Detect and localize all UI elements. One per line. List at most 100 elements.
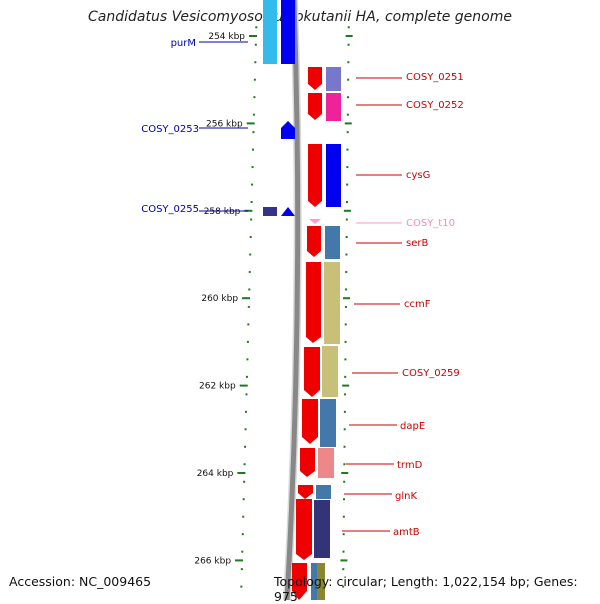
cosy0252-gene[interactable] <box>308 93 322 120</box>
ruler-dot <box>253 96 256 99</box>
cosy0251-label[interactable]: COSY_0251 <box>406 72 464 83</box>
ruler-dot <box>249 253 252 256</box>
purM-label[interactable]: purM <box>171 38 196 49</box>
glnK-gene[interactable] <box>298 485 313 499</box>
cosy0255-gene[interactable] <box>281 207 295 216</box>
ruler-dot <box>244 445 247 448</box>
ruler-dot <box>251 183 254 186</box>
ruler-dot <box>243 480 246 483</box>
ruler-dot <box>248 288 251 291</box>
cosy0252-label[interactable]: COSY_0252 <box>406 100 464 111</box>
ruler-dot <box>248 270 251 273</box>
ruler-dot <box>342 550 345 553</box>
ruler-dot <box>347 96 350 99</box>
ruler-dot <box>246 340 249 343</box>
right-labels: COSY_0251 COSY_0252 cysG COSY_t10 serB c… <box>342 72 464 538</box>
ruler-dot <box>253 78 256 81</box>
category-track <box>311 67 341 600</box>
cosy0251-gene[interactable] <box>308 67 322 90</box>
next-gene[interactable] <box>292 563 307 600</box>
genome-title: Candidatus Vesicomyosocius okutanii HA, … <box>88 9 512 25</box>
axis-tick-label: 258 kbp <box>204 207 241 217</box>
cysG-gene[interactable] <box>308 144 322 207</box>
ruler-dot <box>252 113 255 116</box>
cosy0252-category[interactable] <box>326 93 341 121</box>
ruler-dot <box>241 550 244 553</box>
cosy0259-gene[interactable] <box>304 347 320 397</box>
glnK-label[interactable]: glnK <box>395 491 417 502</box>
ruler-dot <box>342 515 345 518</box>
serB-label[interactable]: serB <box>406 238 428 249</box>
trmD-category[interactable] <box>318 448 334 478</box>
ruler-dot <box>345 201 348 204</box>
trmD-label[interactable]: trmD <box>397 460 423 471</box>
dapE-category[interactable] <box>320 399 336 447</box>
cysG-label[interactable]: cysG <box>406 170 430 181</box>
ruler-dot <box>342 585 345 588</box>
ruler-dots <box>240 26 350 588</box>
cosy0253-gene[interactable] <box>281 121 295 139</box>
genome-backbone-core <box>284 0 301 600</box>
axis-tick-label: 264 kbp <box>197 469 234 479</box>
ruler-dot <box>254 61 257 64</box>
cosyt10-gene[interactable] <box>309 219 321 224</box>
ruler-dot <box>342 568 345 571</box>
ruler-dot <box>245 393 248 396</box>
amtB-category[interactable] <box>314 500 330 558</box>
ruler-dot <box>346 113 349 116</box>
accession-text: Accession: NC_009465 <box>9 574 152 589</box>
ruler-dot <box>246 358 249 361</box>
ccmF-label[interactable]: ccmF <box>404 299 431 310</box>
purM-gene-track-a[interactable] <box>263 0 277 64</box>
cosy0255-gene-track[interactable] <box>263 207 277 216</box>
ruler-dot <box>345 218 348 221</box>
purM-gene-track-b[interactable] <box>281 0 295 64</box>
ruler-dot <box>346 183 349 186</box>
cosy0251-category[interactable] <box>326 67 341 91</box>
axis-tick-label: 266 kbp <box>194 556 231 566</box>
dapE-gene[interactable] <box>302 399 318 444</box>
ruler-dot <box>249 236 252 239</box>
ruler-dot <box>344 393 347 396</box>
cosy0253-label[interactable]: COSY_0253 <box>141 124 199 135</box>
ruler-dot <box>252 131 255 134</box>
ruler-dot <box>343 410 346 413</box>
glnK-category[interactable] <box>316 485 331 499</box>
ruler-dot <box>240 585 243 588</box>
cosyt10-label[interactable]: COSY_t10 <box>406 218 455 229</box>
cysG-category[interactable] <box>326 144 341 207</box>
amtB-label[interactable]: amtB <box>393 527 420 538</box>
ruler-dot <box>255 26 258 29</box>
ruler-dot <box>244 428 247 431</box>
next-category-b[interactable] <box>317 563 325 600</box>
axis-tick-label: 256 kbp <box>206 119 243 129</box>
ruler-dot <box>250 218 253 221</box>
ruler-dot <box>347 61 350 64</box>
ruler-dot <box>242 515 245 518</box>
ruler-dot <box>241 533 244 536</box>
ruler-dot <box>344 375 347 378</box>
ruler-dot <box>243 463 246 466</box>
amtB-gene[interactable] <box>296 499 312 560</box>
cosy0259-category[interactable] <box>322 346 338 397</box>
ccmF-category[interactable] <box>324 262 340 344</box>
cosy0255-label[interactable]: COSY_0255 <box>141 204 199 215</box>
trmD-gene[interactable] <box>300 448 315 477</box>
ruler-dot <box>343 463 346 466</box>
next-category-a[interactable] <box>311 563 317 600</box>
ruler-dot <box>347 43 350 46</box>
ruler-dot <box>345 288 348 291</box>
ruler-dot <box>250 201 253 204</box>
ruler-dot <box>346 166 349 169</box>
dapE-label[interactable]: dapE <box>400 421 425 432</box>
ccmF-gene[interactable] <box>306 262 321 343</box>
serB-category[interactable] <box>325 226 340 259</box>
cosy0259-label[interactable]: COSY_0259 <box>402 368 460 379</box>
ruler-dot <box>345 270 348 273</box>
forward-strand-track <box>292 67 322 600</box>
serB-gene[interactable] <box>307 226 321 257</box>
axis-ticks: 254 kbp 256 kbp 258 kbp 260 kbp 262 kbp 264 k… <box>194 32 353 566</box>
left-labels: purM COSY_0253 COSY_0255 <box>141 38 248 215</box>
axis-tick-label: 260 kbp <box>201 294 238 304</box>
